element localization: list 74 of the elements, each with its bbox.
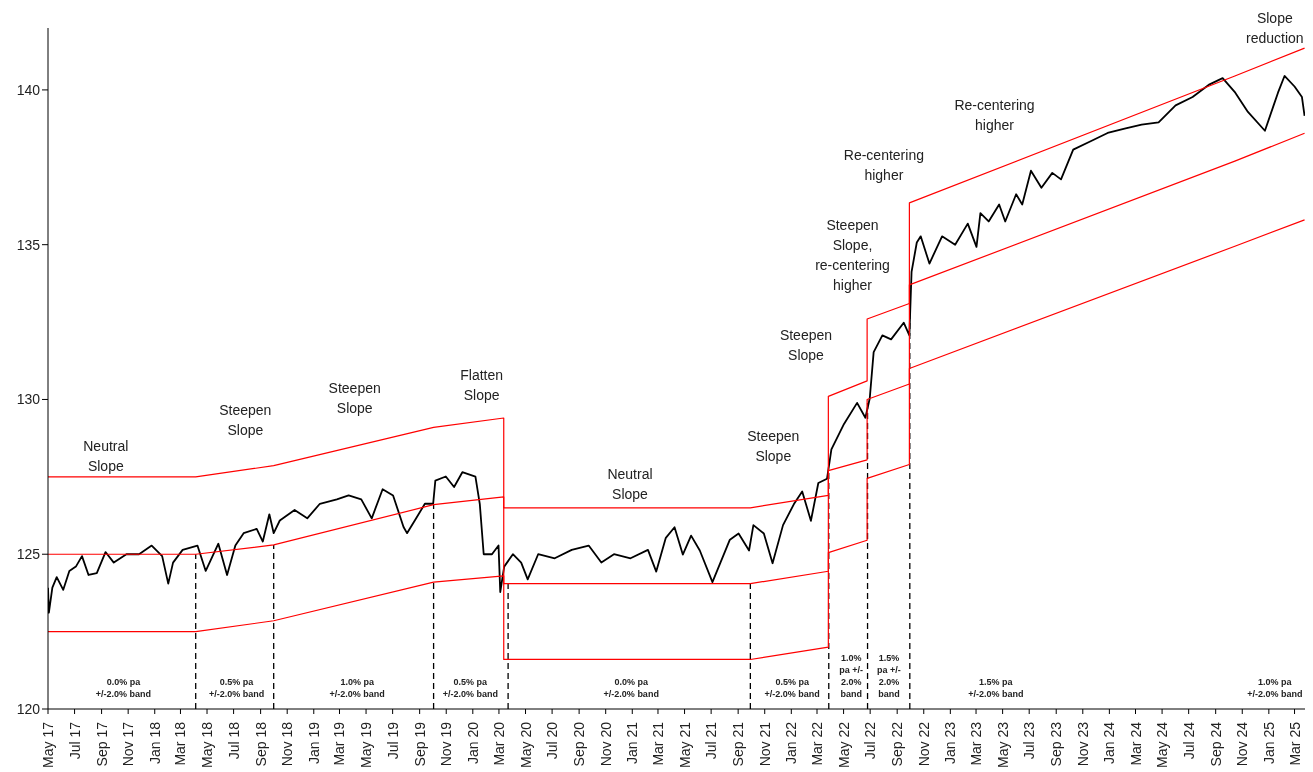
x-tick-label: Jul 17: [66, 721, 83, 760]
x-tick-label: Sep 19: [411, 721, 428, 767]
x-tick-label: Sep 17: [93, 721, 110, 767]
x-tick-label: Nov 20: [597, 721, 614, 767]
x-tick-label: Sep 23: [1048, 721, 1065, 767]
x-tick-label: May 17: [40, 721, 56, 768]
x-tick-label: Mar 19: [331, 721, 348, 766]
annotation: 1.5% pa +/-2.0% band: [877, 653, 901, 700]
y-tick-label: 125: [16, 546, 41, 563]
annotation: Re-centering higher: [954, 97, 1035, 134]
x-tick-label: Jan 22: [783, 721, 800, 765]
x-tick-label: May 19: [358, 721, 375, 768]
annotation: 1.5% pa +/-2.0% band: [968, 676, 1024, 699]
x-tick-label: Nov 19: [438, 721, 455, 767]
annotation: 1.0% pa +/-2.0% band: [839, 653, 864, 700]
x-tick-label: Nov 21: [756, 721, 773, 767]
annotation: 0.5% pa +/-2.0% band: [442, 676, 498, 699]
x-tick-label: May 20: [517, 721, 534, 768]
x-tick-label: May 22: [835, 721, 852, 768]
annotation: Flatten Slope: [460, 366, 504, 403]
x-tick-label: Nov 22: [915, 721, 932, 767]
y-tick-label: 140: [16, 81, 41, 98]
x-tick-label: Sep 20: [571, 721, 588, 767]
annotation: Slope reduction: [1246, 10, 1304, 46]
annotation: Neutral Slope: [607, 466, 653, 503]
annotation: 0.0% pa +/-2.0% band: [603, 676, 659, 699]
annotation: 0.5% pa +/-2.0% band: [764, 676, 820, 699]
x-tick-label: Jul 20: [544, 721, 561, 760]
annotation: Steepen Slope: [779, 326, 833, 363]
x-tick-label: Sep 18: [252, 721, 269, 767]
annotation: Neutral Slope: [83, 437, 129, 474]
x-tick-label: Jul 24: [1180, 721, 1197, 760]
annotation: 1.0% pa +/-2.0% band: [1247, 676, 1303, 699]
x-tick-label: Jan 20: [464, 721, 481, 765]
x-tick-label: Jan 18: [146, 721, 163, 765]
x-tick-label: Mar 23: [968, 721, 985, 766]
x-tick-label: Mar 22: [809, 721, 826, 766]
x-tick-label: Jul 22: [862, 721, 879, 760]
x-tick-label: Mar 18: [172, 721, 189, 766]
x-tick-label: Jul 18: [225, 721, 242, 760]
x-tick-label: May 24: [1154, 721, 1171, 768]
x-tick-label: Mar 21: [649, 721, 666, 766]
x-tick-label: Jan 25: [1260, 721, 1277, 765]
x-tick-label: Jan 21: [624, 721, 641, 765]
x-tick-label: Mar 25: [1286, 721, 1303, 766]
annotation: Steepen Slope, re-centering higher: [815, 216, 890, 293]
y-tick-label: 135: [16, 236, 41, 253]
annotation: 0.0% pa +/-2.0% band: [95, 676, 152, 699]
x-tick-label: May 23: [994, 721, 1011, 768]
x-tick-label: Jan 23: [942, 721, 959, 765]
annotation: Re-centering higher: [843, 146, 924, 183]
annotation: 0.5% pa +/-2.0% band: [208, 676, 265, 699]
x-tick-label: Sep 22: [889, 721, 906, 767]
x-tick-label: Mar 20: [490, 721, 507, 766]
x-tick-label: Jan 19: [305, 721, 322, 765]
x-tick-label: Nov 24: [1234, 721, 1251, 767]
x-tick-label: Jul 19: [384, 721, 401, 760]
y-tick-label: 130: [16, 391, 41, 408]
x-tick-label: Jul 21: [703, 721, 720, 760]
x-tick-label: Nov 23: [1074, 721, 1091, 767]
x-tick-label: Sep 24: [1207, 721, 1224, 767]
annotation: Steepen Slope: [328, 379, 381, 416]
annotation: Steepen Slope: [219, 402, 272, 439]
x-tick-label: Nov 17: [120, 721, 137, 767]
x-tick-label: May 21: [676, 721, 693, 768]
x-tick-label: Jul 23: [1021, 721, 1038, 760]
x-tick-label: Jan 24: [1101, 721, 1118, 765]
annotation: 1.0% pa +/-2.0% band: [329, 676, 385, 699]
x-tick-label: Nov 18: [279, 721, 296, 767]
annotation: Steepen Slope: [747, 428, 800, 465]
y-tick-label: 120: [16, 700, 41, 717]
x-tick-label: Sep 21: [730, 721, 747, 767]
x-tick-label: Mar 24: [1127, 721, 1144, 766]
x-tick-label: May 18: [199, 721, 216, 768]
